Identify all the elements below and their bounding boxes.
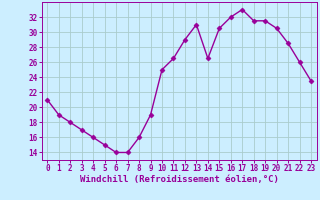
X-axis label: Windchill (Refroidissement éolien,°C): Windchill (Refroidissement éolien,°C) xyxy=(80,175,279,184)
